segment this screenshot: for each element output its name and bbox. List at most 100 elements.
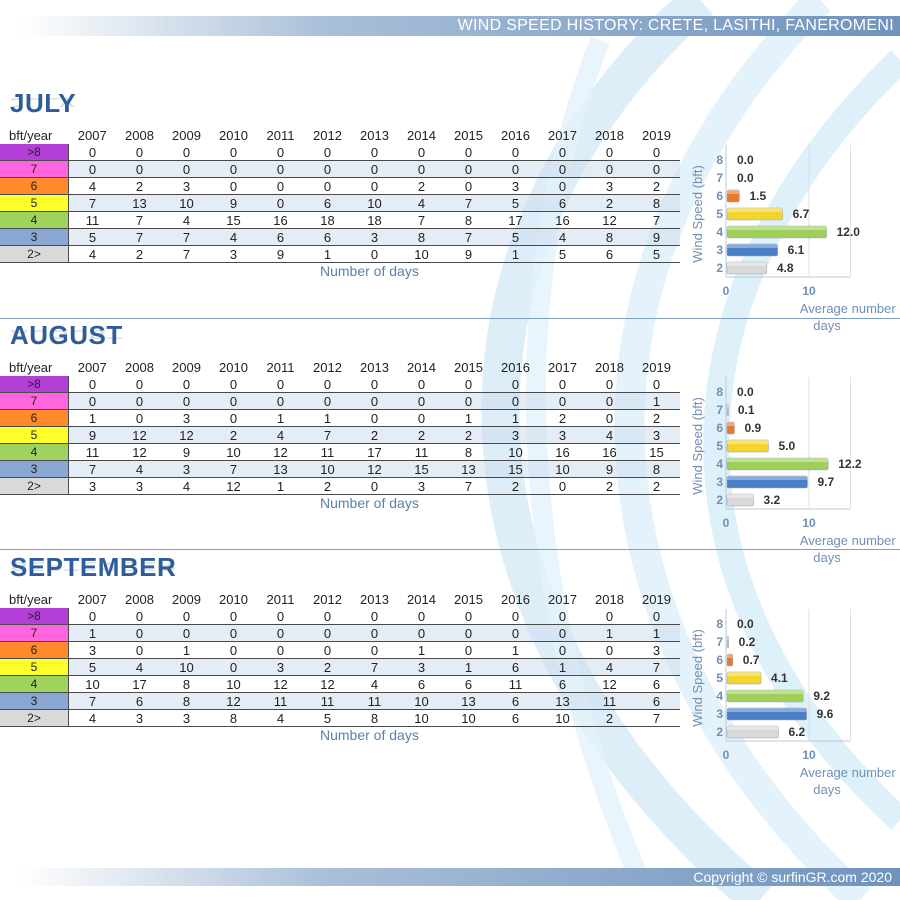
bar-highlight (727, 190, 740, 194)
day-count-cell: 0 (539, 392, 586, 410)
day-count-cell: 0 (257, 641, 304, 659)
day-count-cell: 0 (351, 477, 398, 495)
wind-days-table: bft/year 2007 2008 2009 2010 2011 2012 2013 2014… (0, 359, 680, 495)
month-title: JULY (10, 88, 77, 118)
day-count-cell: 0 (210, 608, 257, 625)
bft-scale-label: 4 (0, 675, 69, 693)
day-count-cell: 11 (398, 443, 445, 461)
bar-highlight (727, 476, 808, 480)
day-count-cell: 0 (445, 376, 492, 393)
year-header: 2019 (642, 360, 671, 375)
day-count-cell: 0 (257, 624, 304, 642)
day-count-cell: 11 (68, 443, 116, 461)
day-count-cell: 8 (210, 709, 257, 727)
day-count-cell: 0 (351, 376, 398, 393)
day-count-cell: 0 (351, 641, 398, 659)
day-count-cell: 4 (257, 426, 304, 444)
day-count-cell: 16 (539, 443, 586, 461)
bar-highlight (727, 244, 778, 248)
day-count-cell: 0 (351, 624, 398, 642)
y-tick-label: 3 (716, 475, 723, 489)
day-count-cell: 0 (492, 144, 539, 161)
day-count-cell: 3 (633, 641, 680, 659)
day-count-cell: 10 (68, 675, 116, 693)
day-count-cell: 4 (351, 675, 398, 693)
year-header: 2010 (219, 360, 248, 375)
day-count-cell: 15 (210, 211, 257, 229)
day-count-cell: 8 (445, 211, 492, 229)
day-count-cell: 18 (351, 211, 398, 229)
month-title: SEPTEMBER (10, 552, 177, 582)
day-count-cell: 12 (257, 443, 304, 461)
year-header: 2011 (266, 360, 295, 375)
bar (726, 725, 779, 739)
bar-value-label: 0.7 (743, 653, 760, 667)
day-count-cell: 0 (539, 624, 586, 642)
x-tick-label: 0 (723, 284, 730, 298)
day-count-cell: 7 (68, 692, 116, 710)
bar-value-label: 12.0 (837, 225, 861, 239)
day-count-cell: 9 (163, 443, 210, 461)
day-count-cell: 4 (257, 709, 304, 727)
day-count-cell: 12 (586, 675, 633, 693)
bar (726, 261, 768, 275)
bar-value-label: 0.0 (737, 385, 754, 399)
bar-highlight (727, 404, 729, 408)
year-header: 2013 (360, 360, 389, 375)
day-count-cell: 0 (210, 144, 257, 161)
day-count-cell: 0 (398, 376, 445, 393)
year-header: 2013 (360, 592, 389, 607)
day-count-cell: 3 (116, 477, 163, 495)
y-tick-label: 6 (716, 653, 723, 667)
day-count-cell: 0 (116, 376, 163, 393)
table-row: 3 7 6 8 12 11 11 11 10 13 6 13 11 6 (0, 692, 680, 710)
day-count-cell: 0 (304, 160, 351, 178)
bft-scale-label: 7 (0, 160, 69, 178)
year-header: 2009 (172, 360, 201, 375)
bar-highlight (727, 422, 735, 426)
month-title-reflection: SEPTEMBER (10, 559, 177, 574)
year-header: 2008 (125, 360, 154, 375)
day-count-cell: 2 (633, 177, 680, 195)
day-count-cell: 7 (633, 211, 680, 229)
bar (726, 207, 783, 221)
day-count-cell: 1 (586, 624, 633, 642)
day-count-cell: 12 (351, 460, 398, 478)
y-tick-label: 3 (716, 707, 723, 721)
day-count-cell: 3 (163, 460, 210, 478)
day-count-cell: 6 (398, 675, 445, 693)
day-count-cell: 0 (304, 624, 351, 642)
day-count-cell: 0 (304, 608, 351, 625)
day-count-cell: 0 (210, 641, 257, 659)
bar-value-label: 0.0 (737, 617, 754, 631)
y-axis-title: Wind Speed (bft) (690, 629, 705, 727)
bar-value-label: 0.2 (739, 635, 756, 649)
day-count-cell: 0 (445, 160, 492, 178)
day-count-cell: 10 (539, 460, 586, 478)
day-count-cell: 0 (116, 392, 163, 410)
y-tick-label: 7 (716, 403, 723, 417)
day-count-cell: 0 (445, 624, 492, 642)
day-count-cell: 2 (633, 409, 680, 427)
copyright-text: Copyright © surfinGR.com 2020 (693, 869, 892, 885)
year-header: 2014 (407, 128, 436, 143)
day-count-cell: 8 (633, 460, 680, 478)
number-of-days-label: Number of days (320, 495, 419, 511)
day-count-cell: 2 (445, 426, 492, 444)
day-count-cell: 13 (257, 460, 304, 478)
bar-value-label: 0.0 (737, 153, 754, 167)
day-count-cell: 1 (68, 624, 116, 642)
day-count-cell: 0 (68, 376, 116, 393)
bft-scale-label: 5 (0, 658, 69, 676)
bar-value-label: 4.8 (777, 261, 794, 275)
bar-value-label: 0.1 (738, 403, 755, 417)
day-count-cell: 5 (633, 245, 680, 263)
bft-scale-label: 2> (0, 477, 69, 495)
day-count-cell: 1 (492, 245, 539, 263)
bar-value-label: 5.0 (779, 439, 796, 453)
footer-bar (20, 868, 900, 886)
x-tick-label: 10 (802, 284, 816, 298)
day-count-cell: 2 (398, 426, 445, 444)
x-axis-title-line1: Average number of (800, 301, 900, 316)
